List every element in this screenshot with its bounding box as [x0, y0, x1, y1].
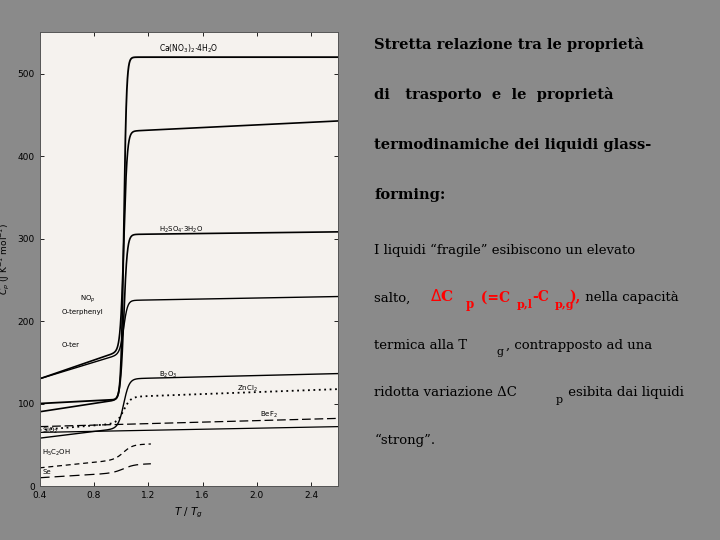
Text: H$_2$SO$_4$$\cdot$3H$_2$O: H$_2$SO$_4$$\cdot$3H$_2$O — [159, 225, 203, 235]
Text: O-ter: O-ter — [62, 342, 80, 348]
Text: forming:: forming: — [374, 188, 446, 202]
Y-axis label: $C_p$ (J K$^{-1}$ mol$^{-1}$): $C_p$ (J K$^{-1}$ mol$^{-1}$) — [0, 223, 12, 295]
Text: p: p — [466, 298, 474, 311]
Text: p: p — [556, 395, 562, 405]
Text: SiO$_2$: SiO$_2$ — [42, 426, 59, 436]
Text: salto,: salto, — [374, 292, 415, 305]
Text: -C: -C — [532, 291, 549, 305]
Text: H$_5$C$_2$OH: H$_5$C$_2$OH — [42, 448, 71, 458]
Text: I liquidi “fragile” esibiscono un elevato: I liquidi “fragile” esibiscono un elevat… — [374, 244, 636, 257]
Text: termodinamiche dei liquidi glass-: termodinamiche dei liquidi glass- — [374, 138, 652, 152]
Text: di   trasporto  e  le  proprietà: di trasporto e le proprietà — [374, 87, 614, 102]
Text: B$_2$O$_3$: B$_2$O$_3$ — [159, 370, 178, 380]
Text: nella capacità: nella capacità — [582, 292, 679, 305]
Text: p,l: p,l — [517, 299, 533, 310]
X-axis label: $T$ / $T_g$: $T$ / $T_g$ — [174, 505, 204, 520]
Text: esibita dai liquidi: esibita dai liquidi — [564, 387, 684, 400]
Text: termica alla T: termica alla T — [374, 339, 467, 352]
Text: NO$_p$: NO$_p$ — [81, 293, 96, 305]
Text: (=C: (=C — [476, 291, 510, 305]
Text: Se: Se — [42, 469, 51, 475]
Text: Stretta relazione tra le proprietà: Stretta relazione tra le proprietà — [374, 37, 644, 52]
Text: ridotta variazione ΔC: ridotta variazione ΔC — [374, 387, 517, 400]
Text: “strong”.: “strong”. — [374, 434, 436, 447]
Text: Ca(NO$_3$)$_2$$\cdot$4H$_2$O: Ca(NO$_3$)$_2$$\cdot$4H$_2$O — [159, 42, 218, 55]
Text: p,g: p,g — [554, 299, 574, 310]
Text: BeF$_2$: BeF$_2$ — [260, 410, 277, 420]
Text: ),: ), — [569, 290, 580, 305]
Text: O-terphenyl: O-terphenyl — [62, 309, 104, 315]
Text: g: g — [496, 347, 503, 357]
Text: $\Delta$C: $\Delta$C — [431, 288, 454, 305]
Text: , contrapposto ad una: , contrapposto ad una — [505, 339, 652, 352]
Text: ZnCl$_2$: ZnCl$_2$ — [237, 384, 257, 394]
